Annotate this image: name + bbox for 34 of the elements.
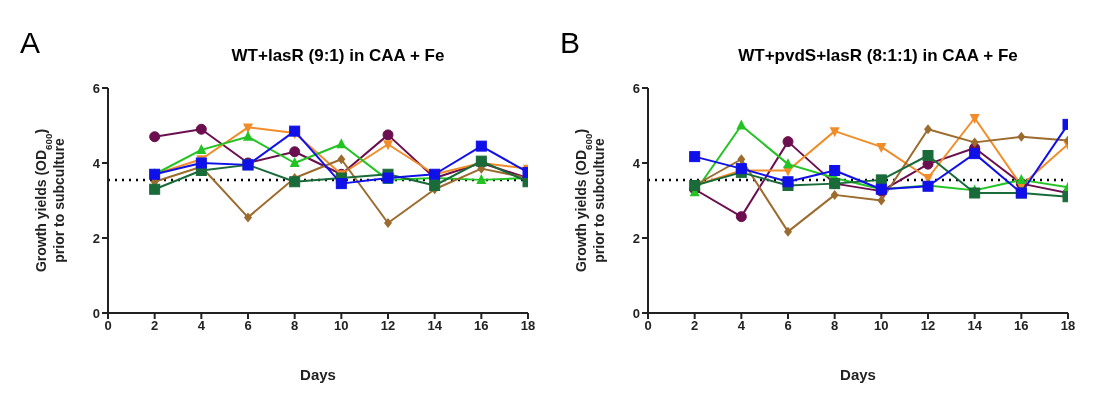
y-tick-label: 6 [92,80,100,96]
x-tick-label: 14 [967,318,983,334]
x-tick-label: 6 [784,318,792,334]
x-tick-label: 10 [334,318,349,334]
x-tick-label: 0 [104,318,112,334]
x-tick-label: 2 [691,318,699,334]
x-tick-label: 18 [1060,318,1076,334]
y-tick-label: 4 [632,155,641,171]
x-tick-label: 4 [737,318,746,334]
y-tick-label: 2 [92,230,100,246]
chart-title: WT+lasR (9:1) in CAA + Fe [230,46,446,66]
x-tick-label: 8 [291,318,299,334]
x-tick-label: 0 [644,318,652,334]
y-tick-label: 0 [92,305,100,321]
y-tick-label: 6 [632,80,640,96]
chart-title: WT+pvdS+lasR (8:1:1) in CAA + Fe [737,46,1019,66]
y-tick-label: 4 [92,155,101,171]
x-tick-label: 10 [874,318,889,334]
text: A [20,26,41,60]
x-tick-label: 12 [380,318,396,334]
x-tick-label: 18 [520,318,536,334]
x-tick-label: 2 [151,318,159,334]
x-tick-label: 12 [920,318,936,334]
x-tick-label: 14 [427,318,443,334]
y-tick-label: 0 [632,305,640,321]
x-tick-label: 16 [474,318,489,334]
y-tick-label: 2 [632,230,640,246]
text: B [560,26,581,60]
x-tick-label: 4 [197,318,206,334]
x-tick-label: 8 [831,318,839,334]
x-axis-title: Days [300,366,336,383]
x-tick-label: 16 [1014,318,1029,334]
x-tick-label: 6 [244,318,252,334]
x-axis-title: Days [840,366,876,383]
